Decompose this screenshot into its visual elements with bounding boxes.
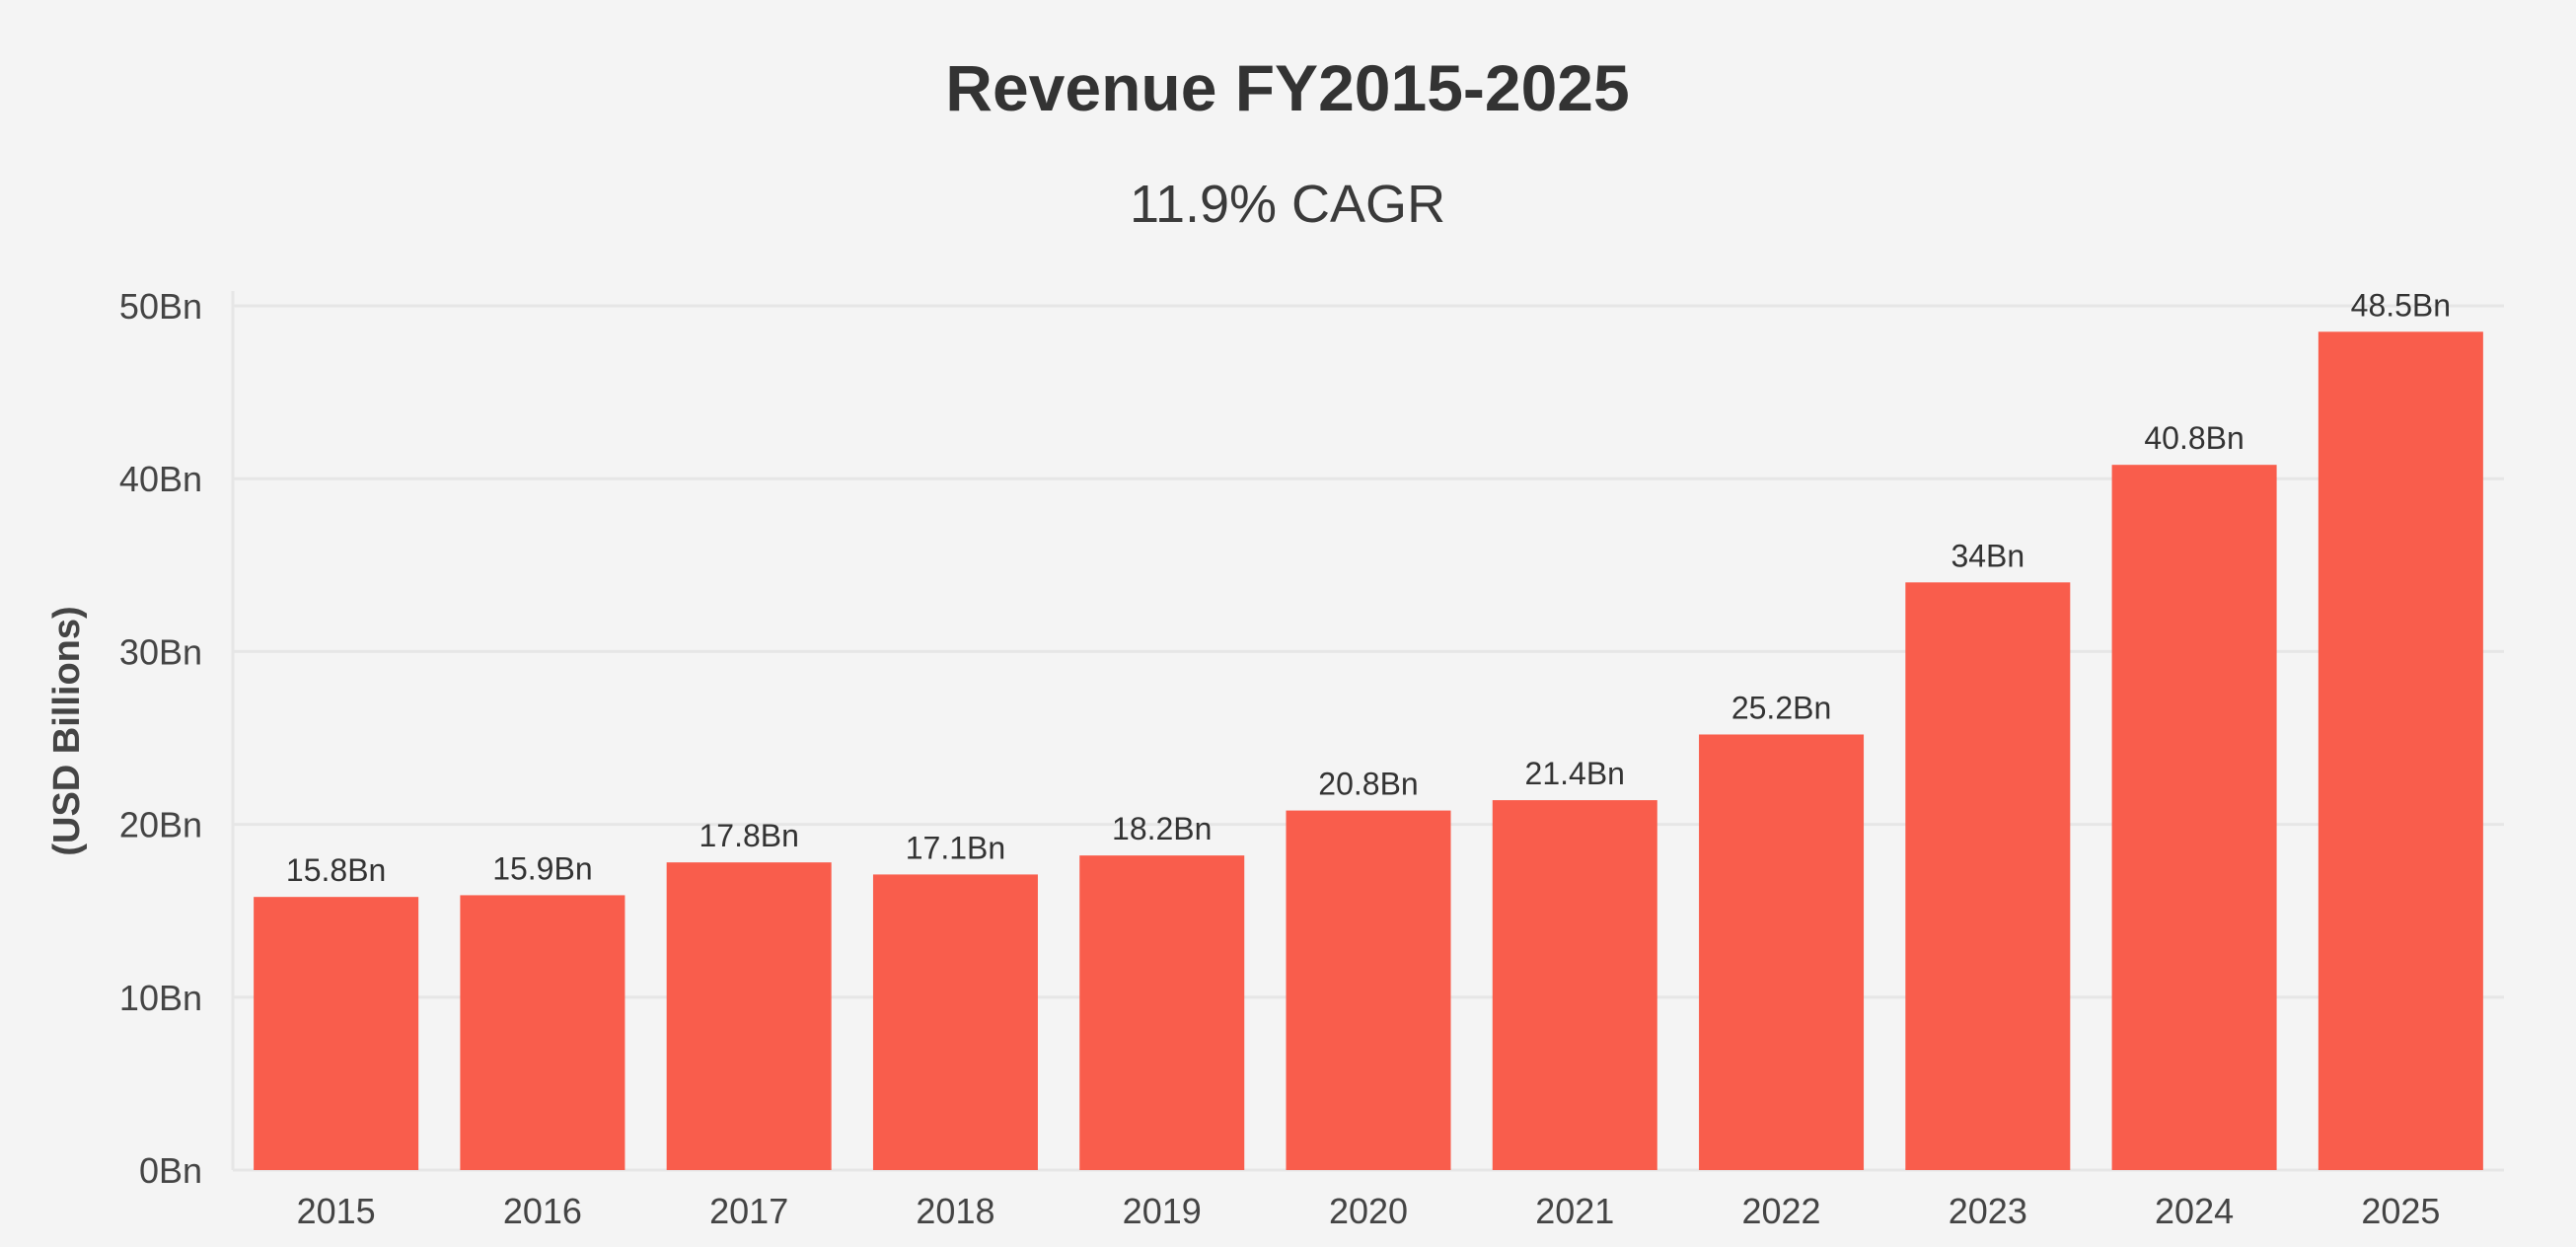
- y-tick-label: 40Bn: [119, 459, 202, 499]
- y-tick-label: 20Bn: [119, 805, 202, 845]
- x-tick-label-2025: 2025: [2361, 1191, 2440, 1231]
- data-label-2022: 25.2Bn: [1731, 690, 1831, 725]
- x-tick-label-2021: 2021: [1535, 1191, 1614, 1231]
- data-label-2015: 15.8Bn: [286, 852, 386, 888]
- bar-2021: [1492, 800, 1657, 1170]
- x-tick-label-2015: 2015: [297, 1191, 376, 1231]
- bar-2022: [1699, 734, 1865, 1170]
- y-axis-ticks: 0Bn 10Bn 20Bn 30Bn 40Bn 50Bn: [119, 286, 202, 1191]
- chart-subtitle: 11.9% CAGR: [1130, 175, 1445, 234]
- data-label-2016: 15.9Bn: [492, 850, 592, 886]
- bar-2025: [2318, 331, 2483, 1170]
- data-label-2019: 18.2Bn: [1112, 811, 1212, 846]
- bars: [254, 331, 2483, 1171]
- data-label-2018: 17.1Bn: [906, 830, 1005, 865]
- data-label-2020: 20.8Bn: [1318, 767, 1418, 802]
- x-tick-label-2023: 2023: [1949, 1191, 2027, 1231]
- x-tick-label-2019: 2019: [1123, 1191, 1202, 1231]
- y-tick-label: 30Bn: [119, 631, 202, 672]
- data-label-2023: 34Bn: [1950, 538, 2024, 573]
- x-tick-label-2017: 2017: [709, 1191, 788, 1231]
- bar-2018: [872, 874, 1038, 1170]
- bar-2020: [1286, 810, 1451, 1170]
- x-tick-label-2018: 2018: [916, 1191, 994, 1231]
- y-tick-label: 50Bn: [119, 286, 202, 327]
- bar-2017: [666, 862, 832, 1170]
- data-label-2025: 48.5Bn: [2351, 287, 2451, 323]
- y-tick-label: 0Bn: [139, 1150, 202, 1191]
- data-label-2021: 21.4Bn: [1525, 756, 1625, 791]
- data-labels: 15.8Bn 15.9Bn 17.8Bn 17.1Bn 18.2Bn 20.8Bn 21.4…: [286, 287, 2451, 888]
- x-tick-label-2020: 2020: [1329, 1191, 1408, 1231]
- y-tick-label: 10Bn: [119, 978, 202, 1018]
- bar-2016: [460, 895, 626, 1170]
- y-axis-title: (USD Billions): [46, 606, 88, 855]
- data-label-2017: 17.8Bn: [699, 818, 798, 853]
- x-tick-label-2016: 2016: [503, 1191, 582, 1231]
- x-axis-ticks: 2015 2016 2017 2018 2019 2020 2021 2022 2023 2024…: [297, 1191, 2441, 1231]
- bar-2024: [2111, 465, 2277, 1171]
- data-label-2024: 40.8Bn: [2144, 420, 2244, 456]
- bar-2023: [1905, 582, 2071, 1170]
- bar-2019: [1079, 855, 1245, 1170]
- bar-2015: [254, 897, 419, 1170]
- chart-title: Revenue FY2015-2025: [945, 51, 1629, 124]
- x-tick-label-2022: 2022: [1741, 1191, 1820, 1231]
- x-tick-label-2024: 2024: [2155, 1191, 2234, 1231]
